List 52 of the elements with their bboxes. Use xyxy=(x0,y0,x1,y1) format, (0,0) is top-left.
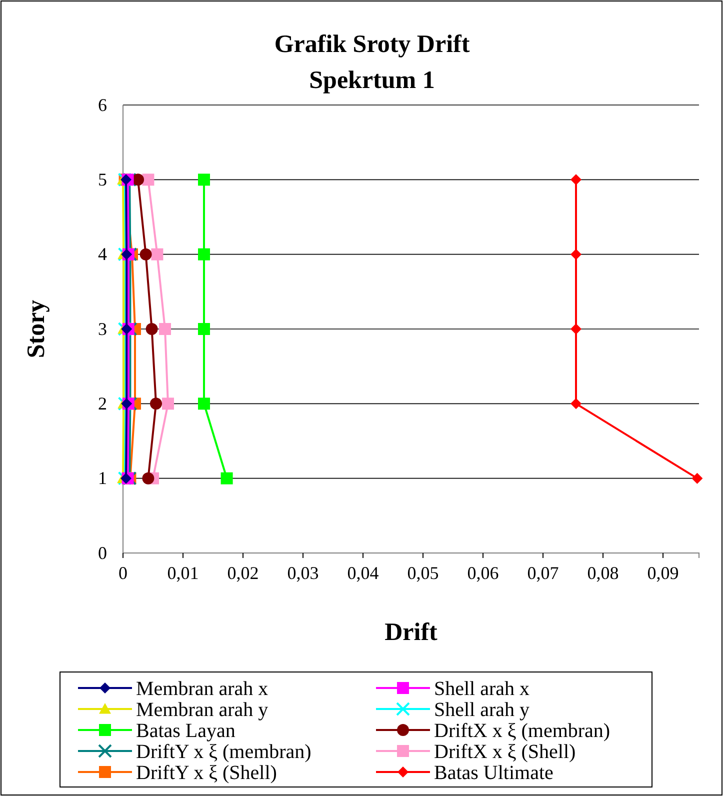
legend-label: Shell arah y xyxy=(434,699,530,721)
x-tick-label: 0,01 xyxy=(167,562,199,583)
point xyxy=(198,323,210,335)
point xyxy=(570,174,582,186)
x-tick-label: 0,06 xyxy=(467,562,499,583)
legend-label: Membran arah x xyxy=(136,678,268,700)
y-tick-label: 2 xyxy=(98,393,107,414)
legend-label: DriftY x ξ (Shell) xyxy=(136,762,277,784)
point xyxy=(142,472,154,484)
x-tick-label: 0,09 xyxy=(647,562,679,583)
point xyxy=(120,472,132,484)
legend-label: Batas Layan xyxy=(136,720,236,742)
point xyxy=(570,398,582,410)
y-tick-label: 6 xyxy=(98,94,107,115)
x-axis-title: Drift xyxy=(384,619,438,646)
point xyxy=(118,396,132,411)
point xyxy=(220,472,233,484)
legend-label: Membran arah y xyxy=(136,699,268,721)
point xyxy=(159,323,171,335)
y-tick-label: 1 xyxy=(98,468,107,488)
chart-title: Grafik Sroty Drift xyxy=(274,31,470,58)
chart-subtitle: Spekrtum 1 xyxy=(309,67,435,94)
legend-label: DriftX x ξ (membran) xyxy=(434,720,610,742)
point xyxy=(198,174,210,186)
point xyxy=(118,471,132,486)
y-tick-label: 0 xyxy=(98,542,107,563)
point xyxy=(150,398,162,410)
y-tick-label: 4 xyxy=(98,244,107,264)
point xyxy=(146,323,158,335)
point xyxy=(570,324,582,334)
x-tick-label: 0,05 xyxy=(407,562,439,583)
point xyxy=(198,398,210,410)
x-tick-label: 0 xyxy=(118,562,128,583)
point xyxy=(142,174,154,186)
x-tick-label: 0,07 xyxy=(527,562,559,583)
x-tick-label: 0,04 xyxy=(347,562,379,583)
point xyxy=(198,248,210,260)
point xyxy=(140,248,152,260)
y-axis-title: Story xyxy=(23,299,50,358)
point xyxy=(692,472,703,484)
x-tick-label: 0,02 xyxy=(227,562,259,583)
x-tick-label: 0,08 xyxy=(587,562,619,583)
legend-label: Batas Ultimate xyxy=(434,762,554,784)
y-tick-label: 5 xyxy=(98,169,107,190)
legend-label: Shell arah x xyxy=(434,678,530,700)
y-tick-label: 3 xyxy=(98,318,107,339)
point xyxy=(162,398,174,410)
legend-label: DriftY x ξ (membran) xyxy=(136,741,312,763)
x-tick-label: 0,03 xyxy=(287,562,319,583)
point xyxy=(151,248,164,260)
point xyxy=(570,248,582,260)
legend-label: DriftX x ξ (Shell) xyxy=(434,741,576,763)
